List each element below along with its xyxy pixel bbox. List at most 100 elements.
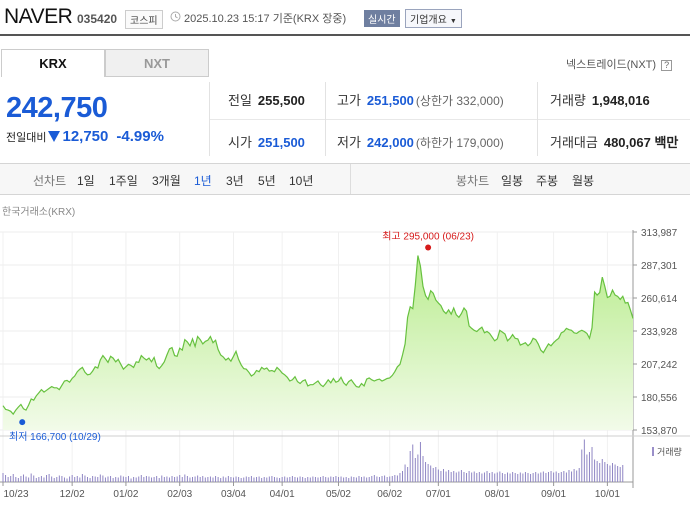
period-10y[interactable]: 10년: [289, 174, 314, 188]
volume-bar: [583, 439, 585, 482]
company-info-dropdown[interactable]: 기업개요 ▼: [405, 9, 462, 28]
volume-bar: [599, 463, 601, 482]
volume-bar: [604, 462, 606, 482]
volume-bar: [140, 475, 142, 482]
candle-weekly[interactable]: 주봉: [536, 174, 559, 188]
volume-bar: [384, 475, 386, 482]
volume-bar: [192, 477, 194, 482]
volume-bar: [225, 477, 227, 482]
volume-bar: [381, 476, 383, 482]
volume-bar: [220, 478, 222, 482]
volume-bar: [161, 475, 163, 482]
volume-bar: [425, 462, 427, 482]
volume-bar: [245, 476, 247, 482]
volume-bar: [92, 476, 94, 482]
volume-bar: [212, 477, 214, 482]
realtime-button[interactable]: 실시간: [364, 10, 400, 27]
volume-bar: [97, 477, 99, 482]
period-1y[interactable]: 1년: [194, 174, 212, 188]
volume-bar: [619, 467, 621, 482]
volume-bar: [222, 476, 224, 482]
period-1w[interactable]: 1주일: [109, 174, 138, 188]
price-area: [3, 255, 633, 430]
volume-bar: [535, 472, 537, 482]
volume-bar: [432, 468, 434, 482]
volume-bar: [209, 476, 211, 482]
volume-bar: [601, 459, 603, 482]
change-amount: 12,750: [62, 128, 109, 145]
volume-bar: [481, 473, 483, 482]
period-5y[interactable]: 5년: [258, 174, 276, 188]
volume-bar: [112, 478, 114, 482]
stat-label: 거래량: [550, 93, 586, 108]
volume-bar: [81, 474, 83, 482]
volume-bar: [609, 465, 611, 482]
volume-bar: [20, 476, 22, 482]
volume-bar: [179, 475, 181, 482]
volume-bar: [463, 472, 465, 482]
volume-bar: [204, 477, 206, 482]
volume-bar: [337, 477, 339, 482]
volume-bar: [617, 466, 619, 482]
volume-bar: [540, 472, 542, 482]
volume-bar: [307, 477, 309, 482]
volume-bar: [571, 471, 573, 482]
volume-bar: [350, 476, 352, 482]
period-3m[interactable]: 3개월: [152, 174, 181, 188]
volume-bar: [366, 477, 368, 482]
candle-monthly[interactable]: 월봉: [572, 174, 595, 188]
volume-bar: [545, 473, 547, 482]
volume-bar: [396, 475, 398, 482]
volume-bar: [450, 472, 452, 482]
volume-bar: [87, 477, 89, 482]
volume-bar: [289, 477, 291, 482]
period-1d[interactable]: 1일: [77, 174, 95, 188]
volume-bar: [489, 473, 491, 482]
nextrade-link[interactable]: 넥스트레이드(NXT) ?: [566, 56, 673, 72]
stock-header: NAVER 035420 코스피 2025.10.23 15:17 기준(KRX…: [0, 0, 690, 36]
volume-bar: [394, 475, 396, 482]
volume-bar: [322, 476, 324, 482]
stat-value: 1,948,016: [591, 93, 650, 108]
candle-daily[interactable]: 일봉: [501, 174, 524, 188]
tab-nxt[interactable]: NXT: [105, 49, 209, 77]
volume-bar: [199, 477, 201, 482]
tab-krx[interactable]: KRX: [1, 49, 105, 77]
volume-bar: [402, 471, 404, 482]
volume-bar: [504, 474, 506, 482]
volume-bar: [125, 477, 127, 482]
volume-bar: [373, 475, 375, 482]
stock-code: 035420: [77, 12, 118, 26]
volume-bar: [458, 471, 460, 482]
volume-bar: [263, 477, 265, 482]
volume-bar: [527, 473, 529, 482]
volume-bar: [514, 473, 516, 482]
price-chart[interactable]: 한국거래소(KRX) 313,987 287,301 260,614 233,928 2…: [0, 196, 690, 514]
volume-bar: [532, 473, 534, 482]
y-tick-label: 180,556: [641, 393, 678, 404]
volume-bar: [25, 476, 27, 482]
period-3y[interactable]: 3년: [226, 174, 244, 188]
caret-down-icon: ▼: [449, 18, 457, 25]
volume-bar: [312, 476, 314, 482]
volume-bar: [115, 477, 117, 482]
max-point: [425, 244, 432, 251]
volume-bar: [38, 477, 40, 482]
volume-bar: [168, 477, 170, 482]
volume-bar: [573, 469, 575, 482]
volume-bar: [51, 476, 53, 482]
volume-bar: [371, 476, 373, 482]
x-tick-label: 10/01: [595, 489, 620, 500]
volume-bar: [332, 477, 334, 482]
stock-name[interactable]: NAVER: [4, 5, 73, 28]
help-icon[interactable]: ?: [661, 60, 673, 71]
volume-bar: [519, 472, 521, 482]
volume-bar: [501, 473, 503, 482]
volume-bar: [48, 474, 50, 482]
volume-bar: [130, 478, 132, 482]
volume-bar: [466, 473, 468, 482]
x-tick-label: 01/02: [113, 489, 138, 500]
x-tick-label: 08/01: [485, 489, 510, 500]
volume-bar: [71, 475, 73, 482]
volume-legend: 거래량: [657, 446, 682, 457]
